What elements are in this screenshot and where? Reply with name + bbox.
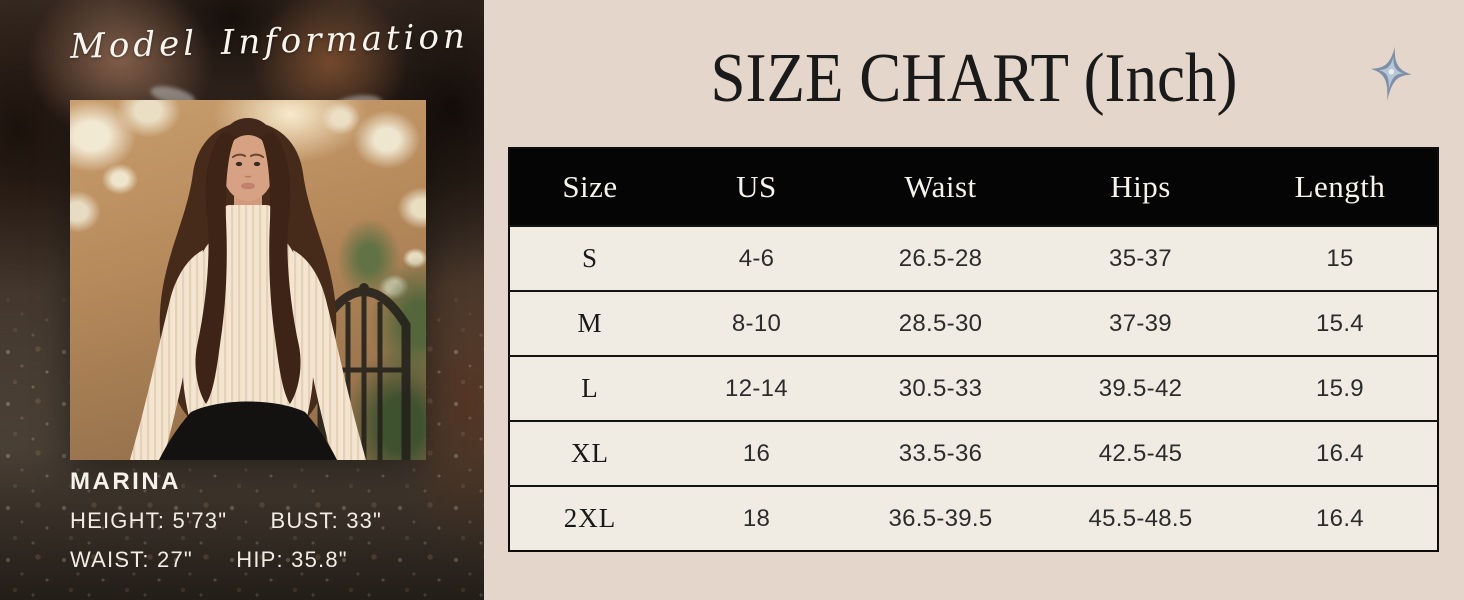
value-cell: 16.4 [1316, 504, 1364, 532]
size-cell: L [581, 373, 599, 403]
value-cell: 30.5-33 [898, 374, 983, 402]
column-header-us: US [736, 169, 777, 204]
value-cell: 15.4 [1316, 309, 1364, 337]
value-cell: 18 [742, 504, 771, 532]
value-cell: 12-14 [725, 374, 788, 402]
table-row: S 4-6 26.5-28 35-37 15 [509, 226, 1438, 291]
model-name: MARINA [70, 468, 181, 495]
value-cell: 26.5-28 [898, 244, 983, 272]
size-cell: M [577, 308, 603, 338]
table-row: 2XL 18 36.5-39.5 45.5-48.5 16.4 [509, 486, 1438, 551]
value-cell: 36.5-39.5 [888, 504, 993, 532]
table-row: M 8-10 28.5-30 37-39 15.4 [509, 291, 1438, 356]
column-header-length: Length [1294, 169, 1386, 204]
size-cell: XL [571, 438, 609, 468]
value-cell: 39.5-42 [1098, 374, 1183, 402]
model-info-panel: Model Information [0, 0, 484, 600]
value-cell: 4-6 [738, 244, 775, 272]
size-chart-panel: SIZE CHART (Inch) Size US Waist Hips Length … [484, 0, 1464, 600]
height-measurement: HEIGHT: 5'73" [70, 508, 228, 533]
value-cell: 15 [1326, 244, 1354, 272]
value-cell: 28.5-30 [898, 309, 983, 337]
value-cell: 45.5-48.5 [1088, 504, 1193, 532]
table-row: XL 16 33.5-36 42.5-45 16.4 [509, 421, 1438, 486]
size-cell: S [581, 243, 599, 273]
value-cell: 37-39 [1109, 309, 1172, 337]
table-header: Size US Waist Hips Length [509, 148, 1438, 226]
bust-measurement: BUST: 33" [270, 508, 383, 533]
column-header-waist: Waist [904, 169, 977, 204]
size-chart-table: Size US Waist Hips Length S 4-6 26.5-28 35-37 15… [508, 147, 1439, 552]
value-cell: 35-37 [1109, 244, 1172, 272]
measure-line-2: WAIST: 27" HIP: 35.8" [70, 547, 382, 573]
value-cell: 42.5-45 [1098, 439, 1183, 467]
table-header-row: Size US Waist Hips Length [509, 148, 1438, 226]
size-chart-title: SIZE CHART (Inch) [710, 40, 1238, 117]
column-header-size: Size [562, 169, 618, 204]
value-cell: 16 [742, 439, 771, 467]
model-photo [70, 100, 426, 460]
hip-measurement: HIP: 35.8" [236, 547, 348, 572]
value-cell: 15.9 [1316, 374, 1364, 402]
size-cell: 2XL [563, 503, 617, 533]
model-figure [130, 118, 366, 460]
model-info-block: MARINA HEIGHT: 5'73" BUST: 33" WAIST: 27… [70, 468, 382, 586]
value-cell: 33.5-36 [898, 439, 983, 467]
value-cell: 8-10 [731, 309, 782, 337]
measure-line-1: HEIGHT: 5'73" BUST: 33" [70, 508, 382, 534]
column-header-hips: Hips [1110, 169, 1171, 204]
sparkle-icon [1370, 46, 1412, 102]
table-body: S 4-6 26.5-28 35-37 15 M 8-10 28.5-30 37-39 15.4 L… [509, 226, 1438, 551]
table-row: L 12-14 30.5-33 39.5-42 15.9 [509, 356, 1438, 421]
value-cell: 16.4 [1316, 439, 1364, 467]
waist-measurement: WAIST: 27" [70, 547, 193, 572]
